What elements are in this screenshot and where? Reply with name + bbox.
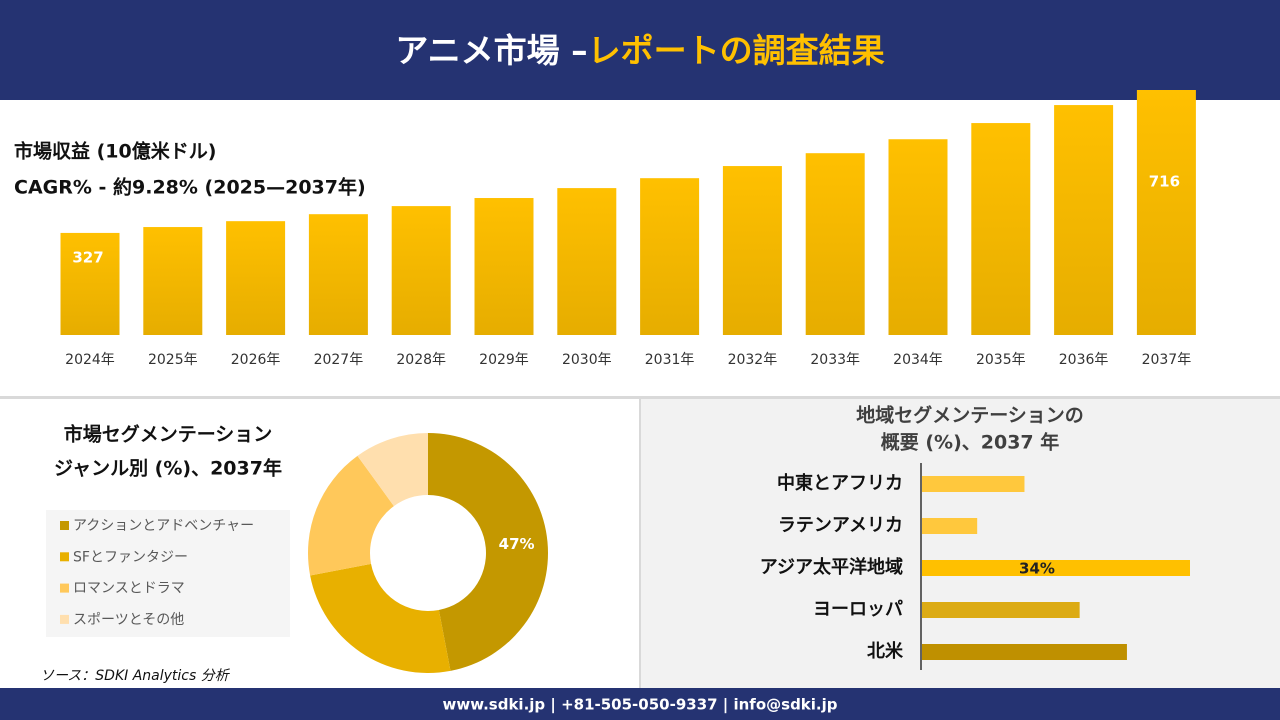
bar — [922, 518, 978, 534]
x-tick-label: 2037年 — [1142, 352, 1192, 368]
bar — [640, 178, 700, 335]
x-tick-label: 2026年 — [231, 352, 281, 368]
bar — [557, 188, 617, 335]
title-part: レポートの調査結果 — [588, 31, 885, 70]
footer-text: www.sdki.jp | +81-505-050-9337 | info@sd… — [442, 696, 837, 715]
y-tick-label: アジア太平洋地域 — [760, 556, 903, 578]
value-label: 327 — [72, 248, 103, 266]
bar — [971, 123, 1031, 336]
bar — [922, 476, 1025, 492]
legend-label: スポーツとその他 — [73, 612, 184, 628]
donut-slice — [310, 563, 451, 673]
title-part: アニメ市場 – — [395, 31, 587, 70]
bar — [805, 153, 865, 335]
x-tick-label: 2029年 — [479, 352, 529, 368]
y-tick-label: 中東とアフリカ — [777, 472, 903, 494]
chart-title: 市場収益 (10億米ドル) — [14, 140, 216, 163]
legend — [46, 510, 290, 637]
x-tick-label: 2034年 — [893, 352, 943, 368]
chart-title: ジャンル別 (%)、2037年 — [54, 457, 282, 480]
bar — [391, 206, 451, 335]
legend-label: アクションとアドベンチャー — [73, 518, 254, 534]
bar — [722, 166, 782, 335]
chart-subtitle: CAGR% - 約9.28% (2025—2037年) — [14, 176, 366, 199]
region-panel — [641, 399, 1280, 688]
value-label: 716 — [1149, 173, 1180, 191]
bar — [474, 198, 534, 335]
x-tick-label: 2036年 — [1059, 352, 1109, 368]
x-tick-label: 2028年 — [396, 352, 446, 368]
y-tick-label: ラテンアメリカ — [778, 515, 903, 536]
value-label: 34% — [1019, 560, 1055, 578]
legend-swatch — [60, 583, 69, 593]
x-tick-label: 2032年 — [728, 352, 778, 368]
header-title: アニメ市場 –レポートの調査結果 — [395, 31, 884, 70]
bar — [888, 139, 948, 335]
chart-title: 市場セグメンテーション — [64, 423, 273, 446]
x-tick-label: 2025年 — [148, 352, 198, 368]
donut-slice — [357, 433, 428, 507]
x-tick-label: 2031年 — [645, 352, 695, 368]
bar — [1136, 90, 1196, 335]
donut-slice — [428, 433, 548, 671]
bar — [922, 644, 1127, 660]
y-tick-label: 北米 — [867, 640, 904, 662]
value-label: 47% — [499, 535, 535, 553]
legend-swatch — [60, 552, 69, 562]
chart-title: 概要 (%)、2037 年 — [881, 431, 1060, 454]
legend-label: SFとファンタジー — [73, 549, 188, 565]
legend-label: ロマンスとドラマ — [73, 581, 185, 597]
x-tick-label: 2035年 — [976, 352, 1026, 368]
source: ソース：SDKI Analytics 分析 — [40, 668, 231, 684]
divider — [639, 399, 641, 688]
bar — [922, 602, 1080, 618]
footer — [0, 688, 1280, 720]
bar — [308, 214, 368, 335]
divider — [0, 396, 1280, 399]
bar — [143, 227, 203, 335]
chart-title: 地域セグメンテーションの — [856, 404, 1084, 427]
bar — [1054, 105, 1114, 335]
bar — [226, 221, 286, 335]
legend-swatch — [60, 521, 69, 530]
x-tick-label: 2024年 — [65, 352, 115, 368]
x-tick-label: 2027年 — [314, 352, 364, 368]
header — [0, 0, 1280, 100]
legend-swatch — [60, 614, 69, 624]
donut-slice — [308, 455, 394, 576]
y-tick-label: ヨーロッパ — [813, 599, 903, 620]
x-tick-label: 2033年 — [810, 352, 860, 368]
bar — [60, 232, 120, 335]
bar — [922, 560, 1190, 576]
x-tick-label: 2030年 — [562, 352, 612, 368]
